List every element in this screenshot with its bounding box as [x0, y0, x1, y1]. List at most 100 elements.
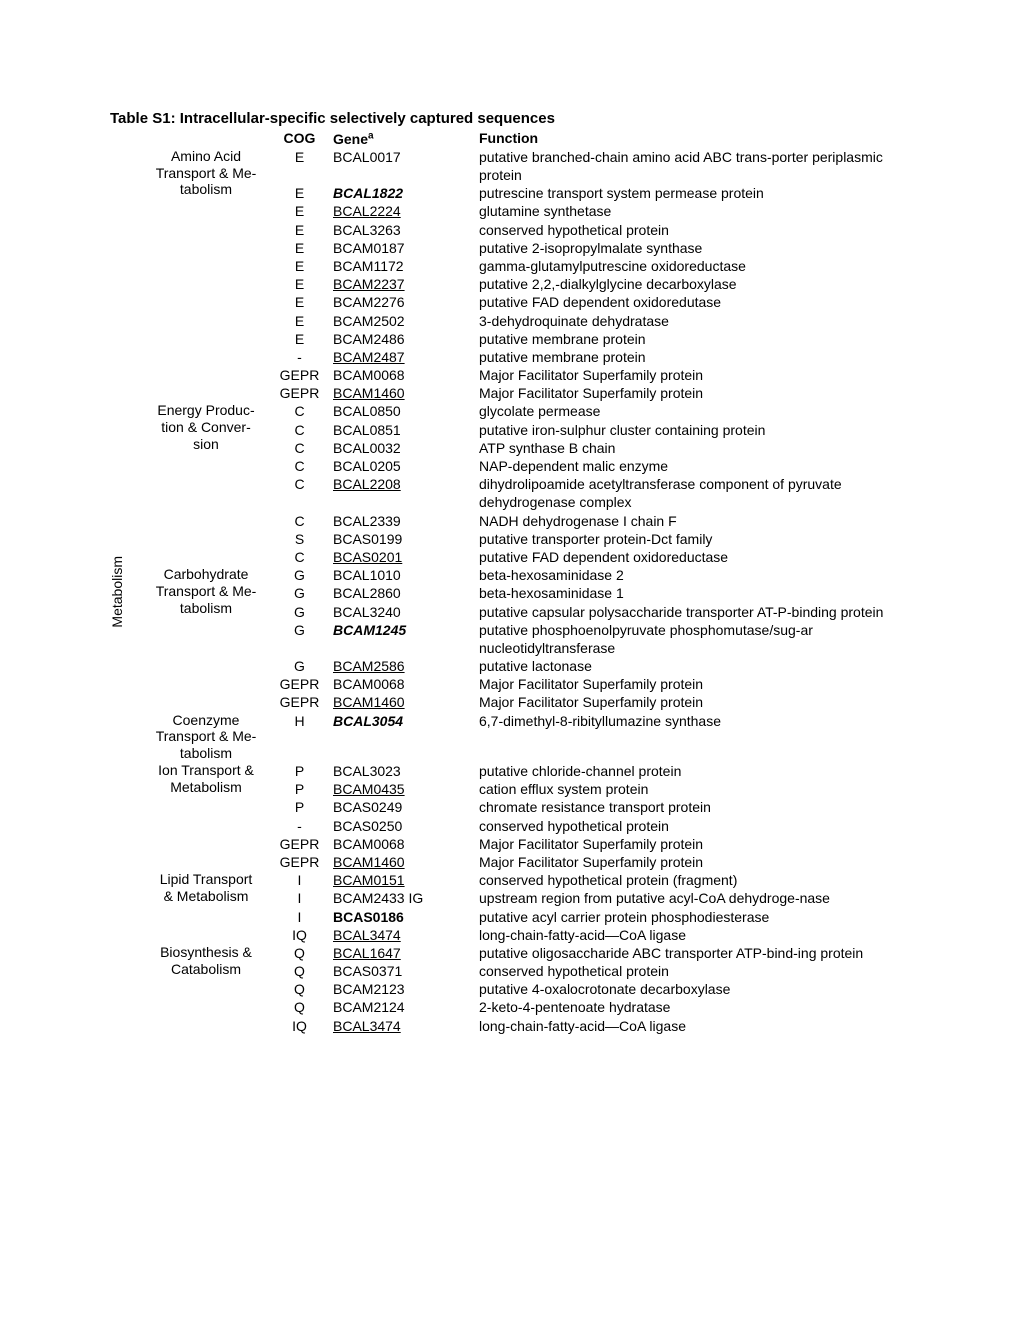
function-cell: putative oligosaccharide ABC transporter…: [479, 944, 910, 962]
function-cell: 3-dehydroquinate dehydratase: [479, 312, 910, 330]
function-cell: ATP synthase B chain: [479, 439, 910, 457]
cog-cell: -: [272, 348, 327, 366]
cog-cell: Q: [272, 980, 327, 998]
function-cell: conserved hypothetical protein: [479, 817, 910, 835]
header-cog: COG: [272, 129, 327, 147]
gene-cell: BCAL0017: [333, 148, 473, 166]
gene-cell: BCAL0851: [333, 421, 473, 439]
cog-cell: Q: [272, 944, 327, 962]
table: Metabolism COG Genea Function Amino AcidTran…: [110, 129, 910, 1035]
function-cell: Major Facilitator Superfamily protein: [479, 853, 910, 871]
cog-cell: E: [272, 148, 327, 166]
gene-cell: BCAM1460: [333, 693, 473, 711]
cog-cell: GEPR: [272, 366, 327, 384]
category-label: Lipid Transport& Metabolism: [146, 871, 266, 905]
cog-cell: E: [272, 221, 327, 239]
gene-cell: BCAL0032: [333, 439, 473, 457]
cog-cell: IQ: [272, 1017, 327, 1035]
function-cell: putative 4-oxalocrotonate decarboxylase: [479, 980, 910, 998]
cog-cell: GEPR: [272, 384, 327, 402]
cog-cell: GEPR: [272, 675, 327, 693]
cog-cell: G: [272, 657, 327, 675]
cog-cell: P: [272, 762, 327, 780]
function-cell: putative FAD dependent oxidoreductase: [479, 548, 910, 566]
function-cell: glutamine synthetase: [479, 202, 910, 220]
gene-cell: BCAL3474: [333, 1017, 473, 1035]
function-cell: putative FAD dependent oxidoredutase: [479, 293, 910, 311]
function-cell: putative 2,2,-dialkylglycine decarboxyla…: [479, 275, 910, 293]
cog-cell: P: [272, 780, 327, 798]
function-cell: putative branched-chain amino acid ABC t…: [479, 148, 910, 184]
function-cell: putative iron-sulphur cluster containing…: [479, 421, 910, 439]
table-title: Table S1: Intracellular-specific selecti…: [110, 110, 910, 127]
cog-cell: G: [272, 584, 327, 602]
cog-cell: I: [272, 908, 327, 926]
cog-cell: C: [272, 457, 327, 475]
cog-cell: -: [272, 817, 327, 835]
cog-cell: E: [272, 257, 327, 275]
header-gene: Genea: [333, 129, 473, 148]
function-cell: conserved hypothetical protein: [479, 962, 910, 980]
function-cell: putative membrane protein: [479, 348, 910, 366]
page: Table S1: Intracellular-specific selecti…: [0, 0, 1020, 1075]
gene-cell: BCAM1245: [333, 621, 473, 639]
gene-cell: BCAM0435: [333, 780, 473, 798]
cog-cell: GEPR: [272, 693, 327, 711]
function-cell: NADH dehydrogenase I chain F: [479, 512, 910, 530]
category-label: Ion Transport &Metabolism: [146, 762, 266, 796]
cog-cell: C: [272, 439, 327, 457]
gene-cell: BCAM1172: [333, 257, 473, 275]
gene-cell: BCAL2224: [333, 202, 473, 220]
gene-cell: BCAL3054: [333, 712, 473, 730]
gene-cell: BCAM1460: [333, 853, 473, 871]
cog-cell: C: [272, 475, 327, 493]
category-label: Amino AcidTransport & Me-tabolism: [146, 148, 266, 198]
gene-cell: BCAS0249: [333, 798, 473, 816]
cog-cell: S: [272, 530, 327, 548]
gene-cell: BCAS0250: [333, 817, 473, 835]
function-cell: Major Facilitator Superfamily protein: [479, 835, 910, 853]
function-cell: cation efflux system protein: [479, 780, 910, 798]
gene-cell: BCAL1010: [333, 566, 473, 584]
function-cell: conserved hypothetical protein (fragment…: [479, 871, 910, 889]
function-cell: putative 2-isopropylmalate synthase: [479, 239, 910, 257]
gene-cell: BCAM0187: [333, 239, 473, 257]
cog-cell: E: [272, 330, 327, 348]
function-cell: putative phosphoenolpyruvate phosphomuta…: [479, 621, 910, 657]
function-cell: long-chain-fatty-acid—CoA ligase: [479, 926, 910, 944]
cog-cell: IQ: [272, 926, 327, 944]
gene-cell: BCAL1822: [333, 184, 473, 202]
gene-cell: BCAM0151: [333, 871, 473, 889]
gene-cell: BCAM0068: [333, 675, 473, 693]
cog-cell: C: [272, 421, 327, 439]
cog-cell: C: [272, 548, 327, 566]
gene-cell: BCAM2237: [333, 275, 473, 293]
category-label: CarbohydrateTransport & Me-tabolism: [146, 566, 266, 616]
category-label: CoenzymeTransport & Me-tabolism: [146, 712, 266, 762]
gene-cell: BCAL3263: [333, 221, 473, 239]
gene-cell: BCAM2124: [333, 998, 473, 1016]
gene-cell: BCAL3474: [333, 926, 473, 944]
gene-cell: BCAL1647: [333, 944, 473, 962]
gene-cell: BCAM2433 IG: [333, 889, 473, 907]
cog-cell: C: [272, 402, 327, 420]
function-cell: putative lactonase: [479, 657, 910, 675]
function-cell: gamma-glutamylputrescine oxidoreductase: [479, 257, 910, 275]
function-cell: putative chloride-channel protein: [479, 762, 910, 780]
function-cell: putative acyl carrier protein phosphodie…: [479, 908, 910, 926]
gene-cell: BCAM2486: [333, 330, 473, 348]
function-cell: Major Facilitator Superfamily protein: [479, 366, 910, 384]
header-function: Function: [479, 129, 910, 147]
cog-cell: Q: [272, 962, 327, 980]
function-cell: Major Facilitator Superfamily protein: [479, 384, 910, 402]
function-cell: upstream region from putative acyl-CoA d…: [479, 889, 910, 907]
function-cell: NAP-dependent malic enzyme: [479, 457, 910, 475]
vertical-category-label: Metabolism: [110, 556, 140, 628]
gene-cell: BCAM1460: [333, 384, 473, 402]
gene-cell: BCAM2276: [333, 293, 473, 311]
gene-cell: BCAL2208: [333, 475, 473, 493]
cog-cell: C: [272, 512, 327, 530]
gene-cell: BCAL2339: [333, 512, 473, 530]
cog-cell: P: [272, 798, 327, 816]
gene-cell: BCAS0199: [333, 530, 473, 548]
